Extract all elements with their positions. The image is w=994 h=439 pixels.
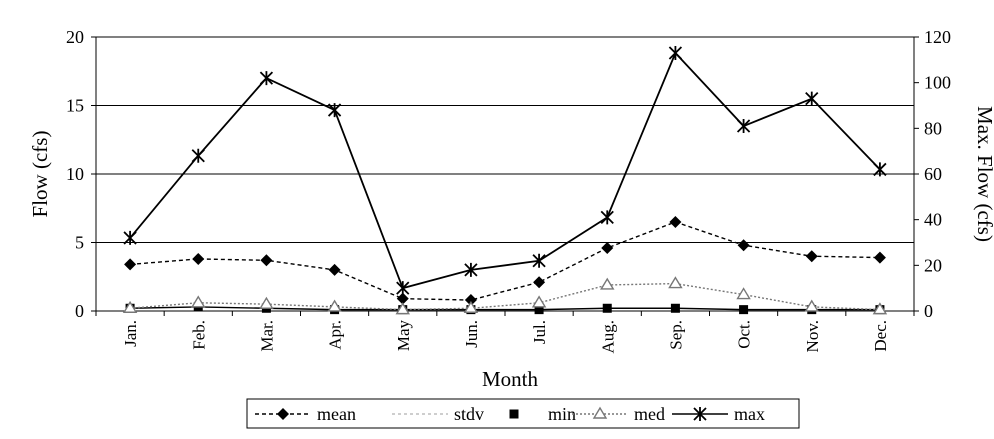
- x-tick-label: Mar.: [257, 320, 276, 352]
- data-point-med: [668, 276, 683, 289]
- data-point-med: [804, 299, 819, 312]
- data-point-mean: [601, 241, 614, 254]
- legend-marker-max: [693, 407, 707, 421]
- data-point-med: [327, 299, 342, 312]
- data-point-min: [670, 303, 680, 313]
- data-point-mean: [464, 294, 477, 307]
- y-axis-right-label: Max. Flow (cfs): [973, 106, 994, 242]
- data-point-mean: [805, 250, 818, 263]
- data-point-min: [602, 303, 612, 313]
- x-tick-label: Jun.: [462, 320, 481, 348]
- legend-item-med: med: [572, 404, 665, 424]
- x-tick-label: Jul.: [530, 320, 549, 344]
- y-right-tick-label: 120: [924, 27, 951, 47]
- data-point-max: [668, 45, 683, 60]
- legend-label: med: [634, 404, 665, 424]
- data-point-max: [736, 119, 751, 134]
- axis-ticks: [91, 36, 919, 316]
- y-left-tick-label: 15: [66, 96, 84, 116]
- data-point-max: [464, 262, 478, 277]
- x-tick-label: Nov.: [803, 320, 822, 352]
- series-line-min: [130, 306, 880, 311]
- data-point-med: [191, 295, 206, 308]
- x-tick-label: Feb.: [189, 320, 208, 350]
- data-point-mean: [873, 251, 886, 264]
- data-point-max: [259, 71, 274, 86]
- series-line-max: [129, 51, 881, 290]
- series-med: [122, 276, 888, 315]
- data-point-max: [805, 91, 819, 106]
- data-point-med: [531, 295, 547, 308]
- x-tick-label: May: [394, 320, 413, 352]
- y-right-tick-label: 60: [924, 164, 942, 184]
- data-point-med: [395, 302, 410, 315]
- data-point-med: [872, 302, 888, 315]
- legend-marker-mean: [277, 408, 289, 420]
- data-series: [122, 45, 888, 315]
- x-axis-label: Month: [482, 367, 539, 391]
- series-line-mean: [130, 221, 880, 301]
- data-point-max: [396, 281, 410, 296]
- legend: mean stdv min med max: [246, 398, 800, 429]
- legend-label: stdv: [454, 404, 484, 424]
- data-point-min: [534, 305, 544, 315]
- legend-item-stdv: stdv: [392, 404, 484, 424]
- y-left-tick-label: 10: [66, 164, 84, 184]
- data-point-min: [739, 305, 749, 315]
- y-right-tick-label: 20: [924, 255, 942, 275]
- data-point-mean: [192, 252, 205, 265]
- data-point-mean: [396, 292, 409, 305]
- y-left-tick-label: 0: [75, 301, 84, 321]
- legend-item-min: min: [509, 404, 576, 424]
- y-right-tick-label: 0: [924, 301, 933, 321]
- data-point-max: [191, 148, 205, 163]
- legend-item-mean: mean: [255, 404, 356, 424]
- data-point-med: [259, 296, 274, 309]
- legend-marker-min: [509, 409, 519, 419]
- y-left-tick-label: 20: [66, 27, 84, 47]
- data-point-max: [123, 230, 137, 245]
- data-point-med: [736, 287, 751, 300]
- x-tick-label: Sep.: [666, 320, 685, 350]
- series-line-med: [130, 282, 880, 311]
- y-right-tick-label: 100: [924, 73, 951, 93]
- x-tick-label: Aug.: [598, 320, 617, 354]
- series-mean: [124, 215, 886, 307]
- data-point-med: [122, 300, 138, 313]
- gridlines: [96, 105, 914, 243]
- series-max: [123, 45, 887, 296]
- y-right-tick-label: 80: [924, 118, 942, 138]
- data-point-mean: [533, 276, 546, 289]
- data-point-mean: [124, 258, 137, 271]
- legend-label: max: [734, 404, 765, 424]
- tick-labels: 0 5 10 15 20 0 20 40 60 80 100 120 Jan. Feb. Mar. Apr. M…: [66, 27, 951, 354]
- data-point-mean: [669, 215, 682, 228]
- legend-item-max: max: [672, 404, 765, 424]
- data-point-med: [600, 277, 615, 290]
- legend-label: mean: [317, 404, 356, 424]
- data-point-max: [532, 253, 546, 268]
- x-tick-label: Dec.: [871, 320, 890, 352]
- data-point-mean: [328, 263, 341, 276]
- x-tick-label: Apr.: [326, 320, 345, 350]
- y-axis-left-label: Flow (cfs): [28, 131, 52, 218]
- data-point-max: [873, 162, 887, 177]
- x-tick-label: Oct.: [735, 320, 754, 349]
- y-right-tick-label: 40: [924, 210, 942, 230]
- x-tick-label: Jan.: [121, 320, 140, 347]
- data-point-max: [600, 210, 614, 225]
- data-point-med: [463, 300, 479, 313]
- data-point-mean: [737, 239, 750, 252]
- data-point-mean: [260, 254, 273, 267]
- legend-marker-med: [592, 406, 608, 419]
- data-point-max: [327, 103, 342, 118]
- y-left-tick-label: 5: [75, 233, 84, 253]
- legend-label: min: [548, 404, 576, 424]
